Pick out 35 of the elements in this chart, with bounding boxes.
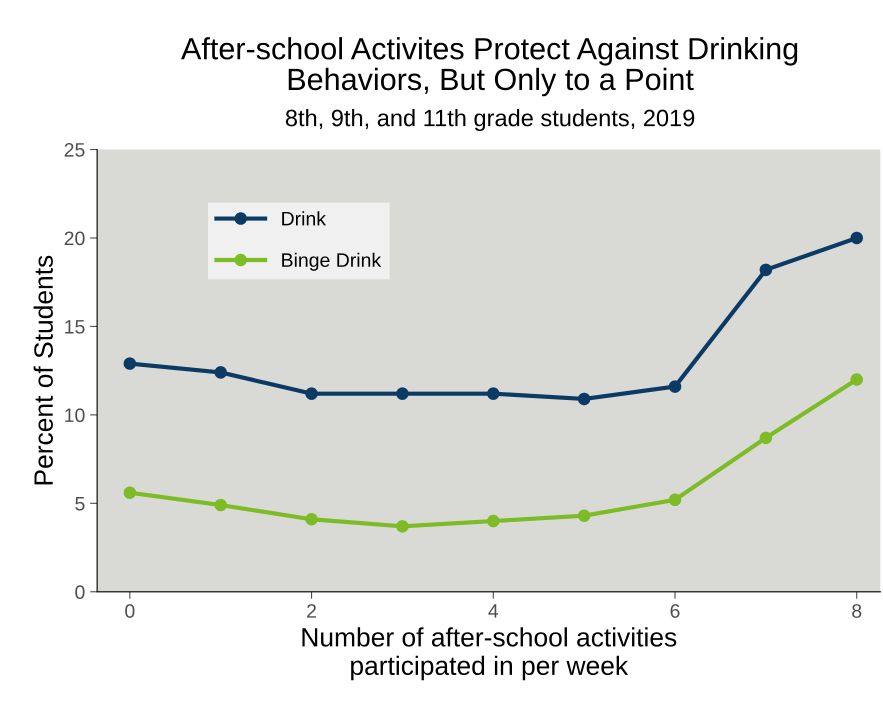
legend-label: Binge Drink	[282, 252, 382, 271]
point	[760, 432, 772, 444]
point	[850, 373, 863, 386]
y-axis-title: Percent of Students	[34, 256, 53, 484]
point	[305, 387, 318, 400]
point	[305, 513, 318, 526]
chart-subtitle: 8th, 9th, and 11th grade students, 2019	[286, 109, 694, 132]
y-tick-label: 15	[65, 320, 85, 334]
point	[668, 494, 682, 506]
x-axis-title: Number of after-school activities participated in per week	[302, 627, 676, 680]
point	[214, 366, 227, 379]
point	[850, 232, 863, 244]
point	[396, 387, 409, 400]
point	[214, 498, 227, 512]
point	[487, 387, 500, 400]
x-tick-label: 2	[307, 604, 316, 618]
x-tick-label: 4	[488, 604, 498, 618]
chart-title: After-school Activites Protect Against Drinking Behaviors, But Only to a Point	[181, 37, 798, 96]
point	[396, 520, 409, 533]
y-tick-label: 0	[75, 585, 85, 600]
point	[578, 392, 590, 406]
y-tick-label: 10	[65, 408, 85, 422]
x-tick-label: 8	[852, 604, 862, 618]
point	[124, 486, 136, 499]
point	[668, 380, 682, 393]
point	[124, 357, 136, 370]
x-tick-label: 6	[670, 604, 680, 618]
x-tick-label: 0	[125, 604, 134, 618]
point	[487, 514, 500, 528]
y-tick-label: 25	[64, 142, 85, 157]
point	[578, 509, 590, 522]
point	[760, 264, 772, 276]
legend-label: Drink	[282, 211, 326, 226]
y-tick-label: 20	[64, 231, 85, 246]
y-tick-label: 5	[75, 497, 85, 511]
